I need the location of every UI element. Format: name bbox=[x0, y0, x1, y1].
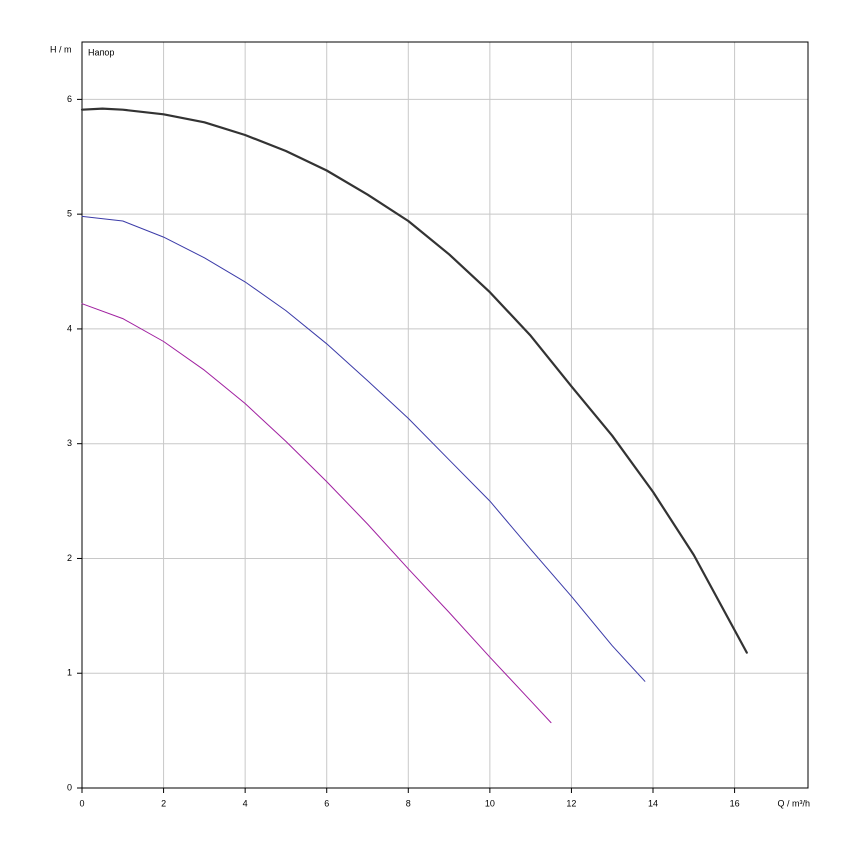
curve bbox=[81, 303, 552, 724]
y-tick-label: 3 bbox=[67, 438, 72, 448]
x-tick-label: 14 bbox=[648, 798, 658, 808]
y-tick-label: 0 bbox=[67, 782, 72, 792]
x-tick-label: 10 bbox=[485, 798, 495, 808]
y-tick-label: 1 bbox=[67, 668, 72, 678]
y-axis-label: H / m bbox=[50, 44, 72, 54]
x-tick-label: 6 bbox=[324, 798, 329, 808]
x-tick-label: 2 bbox=[161, 798, 166, 808]
x-tick-label: 0 bbox=[79, 798, 84, 808]
curve bbox=[80, 107, 748, 654]
x-tick-label: 8 bbox=[406, 798, 411, 808]
y-tick-label: 2 bbox=[67, 553, 72, 563]
x-tick-label: 4 bbox=[243, 798, 248, 808]
plot-frame bbox=[81, 41, 809, 789]
y-tick-label: 4 bbox=[67, 323, 72, 333]
x-axis-label: Q / m³/h bbox=[777, 798, 810, 808]
y-tick-label: 6 bbox=[67, 94, 72, 104]
chart-title: Напор bbox=[88, 47, 114, 57]
curve bbox=[81, 215, 646, 682]
y-tick-label: 5 bbox=[67, 209, 72, 219]
x-tick-label: 16 bbox=[730, 798, 740, 808]
x-tick-label: 12 bbox=[566, 798, 576, 808]
